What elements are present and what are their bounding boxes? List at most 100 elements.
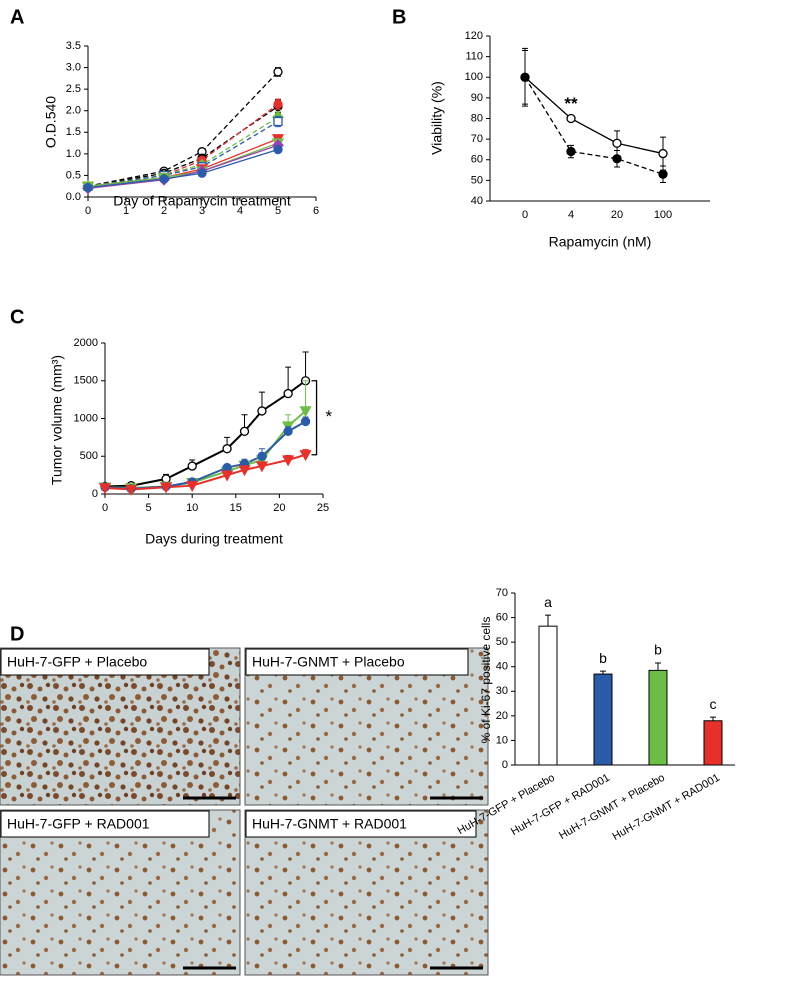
marker bbox=[238, 465, 251, 477]
marker bbox=[273, 99, 283, 109]
marker bbox=[186, 481, 199, 493]
marker bbox=[159, 174, 169, 184]
series-line bbox=[104, 379, 307, 488]
marker bbox=[257, 451, 267, 461]
x-tick-label: 0 bbox=[85, 205, 91, 217]
marker bbox=[197, 168, 207, 178]
y-axis-title: % of Ki-67 positive cells bbox=[479, 617, 493, 744]
x-tick-label: 5 bbox=[146, 502, 152, 514]
error-bar bbox=[302, 351, 309, 381]
marker bbox=[222, 444, 232, 454]
image-caption: HuH-7-GNMT + Placebo bbox=[252, 654, 405, 670]
bar bbox=[538, 625, 558, 766]
y-tick-label: 1.5 bbox=[66, 126, 81, 138]
y-tick-label: 0 bbox=[502, 759, 508, 771]
bracket bbox=[311, 380, 318, 456]
marker bbox=[520, 72, 530, 82]
bar bbox=[703, 720, 723, 766]
marker bbox=[83, 182, 93, 193]
x-tick-label: 4 bbox=[237, 205, 243, 217]
y-tick-label: 3.0 bbox=[66, 61, 81, 73]
marker bbox=[283, 388, 293, 399]
error-bar bbox=[545, 614, 551, 627]
y-tick-label: 20 bbox=[496, 710, 508, 722]
x-tick-label: 6 bbox=[313, 205, 319, 217]
caption-box bbox=[0, 810, 210, 838]
image-caption: HuH-7-GFP + RAD001 bbox=[7, 816, 150, 832]
x-tick-label: 20 bbox=[611, 209, 623, 221]
y-tick-label: 2.5 bbox=[66, 83, 81, 95]
y-tick-label: 70 bbox=[471, 133, 483, 145]
marker bbox=[125, 484, 138, 496]
y-tick-label: 70 bbox=[496, 587, 508, 599]
x-tick-label: 100 bbox=[654, 209, 672, 221]
caption-box bbox=[245, 810, 477, 838]
marker bbox=[222, 462, 232, 473]
marker bbox=[658, 148, 668, 159]
marker bbox=[300, 416, 311, 427]
group-label: b bbox=[654, 642, 662, 658]
micrographs: HuH-7-GFP + Placebo HuH-7-GNMT + Placebo… bbox=[0, 647, 489, 976]
y-tick-label: 60 bbox=[496, 611, 508, 623]
marker bbox=[187, 461, 197, 471]
bar bbox=[648, 669, 668, 766]
marker bbox=[612, 154, 622, 164]
y-tick-label: 60 bbox=[471, 154, 483, 166]
x-tick-label: 0 bbox=[522, 209, 528, 221]
group-label: c bbox=[710, 696, 717, 712]
marker bbox=[282, 455, 295, 467]
x-tick-label: 10 bbox=[186, 502, 198, 514]
x-tick-label: 2 bbox=[161, 205, 167, 217]
marker bbox=[273, 67, 283, 77]
caption-box bbox=[0, 648, 210, 676]
marker bbox=[283, 426, 293, 436]
image-caption: HuH-7-GFP + Placebo bbox=[7, 654, 147, 670]
panel-label: A bbox=[10, 6, 24, 28]
y-tick-label: 30 bbox=[496, 685, 508, 697]
group-label: a bbox=[544, 594, 552, 610]
y-tick-label: 120 bbox=[465, 30, 483, 42]
x-tick-label: 3 bbox=[199, 205, 205, 217]
marker bbox=[161, 474, 171, 484]
series-line bbox=[524, 76, 664, 175]
x-tick-label: 5 bbox=[275, 205, 281, 217]
marker bbox=[273, 116, 283, 127]
marker bbox=[566, 146, 576, 157]
marker bbox=[299, 406, 312, 418]
y-tick-label: 0.0 bbox=[66, 191, 81, 203]
y-tick-label: 100 bbox=[465, 71, 483, 83]
marker bbox=[159, 482, 173, 494]
significance: * bbox=[326, 407, 333, 426]
series-line bbox=[87, 138, 279, 187]
y-tick-label: 50 bbox=[471, 174, 483, 186]
error-bar bbox=[302, 380, 309, 411]
y-tick-label: 10 bbox=[496, 734, 508, 746]
marker bbox=[566, 113, 576, 124]
series-line bbox=[87, 148, 279, 189]
y-tick-label: 3.5 bbox=[66, 40, 81, 52]
y-tick-label: 50 bbox=[496, 636, 508, 648]
marker bbox=[255, 461, 269, 473]
y-tick-label: 0.5 bbox=[66, 169, 81, 181]
y-axis-title: O.D.540 bbox=[43, 96, 59, 148]
series-line bbox=[87, 103, 279, 187]
y-tick-label: 0 bbox=[92, 488, 98, 500]
series-line bbox=[87, 120, 279, 187]
group-label: b bbox=[599, 650, 607, 666]
panel-label: B bbox=[392, 6, 406, 28]
y-tick-label: 500 bbox=[80, 450, 98, 462]
x-axis-title: Days during treatment bbox=[145, 531, 283, 547]
y-tick-label: 90 bbox=[471, 92, 483, 104]
series-line bbox=[87, 142, 279, 187]
x-tick-label: 15 bbox=[230, 502, 242, 514]
y-tick-label: 40 bbox=[496, 661, 508, 673]
y-tick-label: 1.0 bbox=[66, 148, 81, 160]
series-line bbox=[87, 116, 279, 187]
bar bbox=[593, 673, 613, 766]
y-tick-label: 40 bbox=[471, 195, 483, 207]
marker bbox=[299, 450, 312, 462]
y-tick-label: 2000 bbox=[74, 337, 98, 349]
marker bbox=[658, 169, 668, 179]
y-tick-label: 80 bbox=[471, 112, 483, 124]
